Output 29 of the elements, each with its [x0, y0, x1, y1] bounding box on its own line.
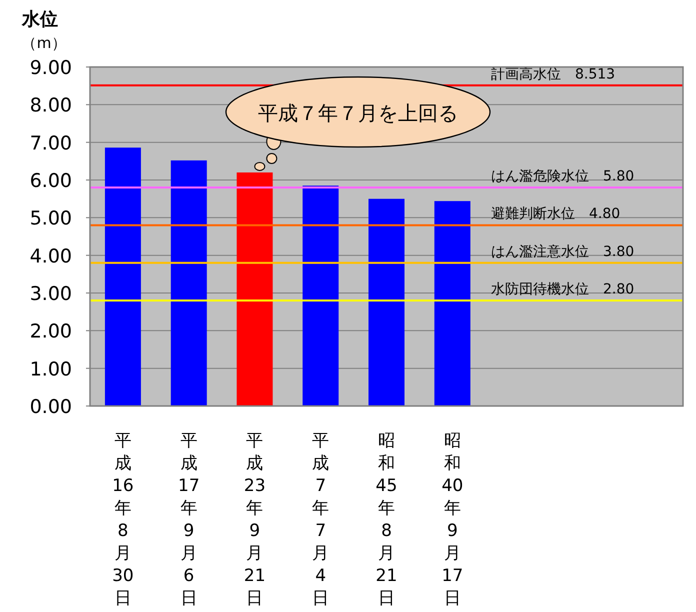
bar: [368, 198, 404, 406]
ref-line-label: 避難判断水位 4.80: [491, 206, 620, 222]
y-tick-label: 2.00: [30, 320, 72, 343]
y-tick-label: 6.00: [30, 170, 72, 192]
y-tick-label: 8.00: [30, 94, 72, 117]
y-tick-label: 5.00: [30, 208, 72, 230]
y-tick-label: 3.00: [30, 283, 72, 305]
x-tick-label: 昭和40年9月17日: [442, 431, 464, 608]
y-tick-label: 9.00: [30, 57, 72, 79]
x-tick-label: 平成23年9月21日: [244, 431, 266, 608]
bar: [434, 201, 470, 406]
x-tick-label: 平成17年9月6日: [178, 431, 200, 608]
ref-line-label: はん濫危険水位 5.80: [491, 168, 634, 185]
bar: [170, 160, 207, 406]
bar: [104, 148, 141, 406]
y-axis-title: 水位（m）: [21, 9, 66, 52]
x-tick-label: 昭和45年8月21日: [376, 431, 398, 608]
ref-line-label: 水防団待機水位 2.80: [491, 282, 634, 298]
y-tick-label: 0.00: [30, 396, 72, 418]
bar: [236, 172, 273, 406]
y-tick-label: 4.00: [30, 245, 72, 268]
bar: [302, 186, 339, 406]
ref-line-label: はん濫注意水位 3.80: [491, 244, 634, 260]
y-tick-label: 1.00: [30, 358, 72, 380]
y-tick-label: 7.00: [30, 132, 72, 154]
ref-line-label: 計画高水位 8.513: [491, 66, 616, 82]
x-tick-label: 平成7年7月4日: [312, 431, 330, 608]
annotation: 平成７年７月を上回る: [258, 101, 458, 125]
x-tick-label: 平成16年8月30日: [112, 431, 134, 608]
